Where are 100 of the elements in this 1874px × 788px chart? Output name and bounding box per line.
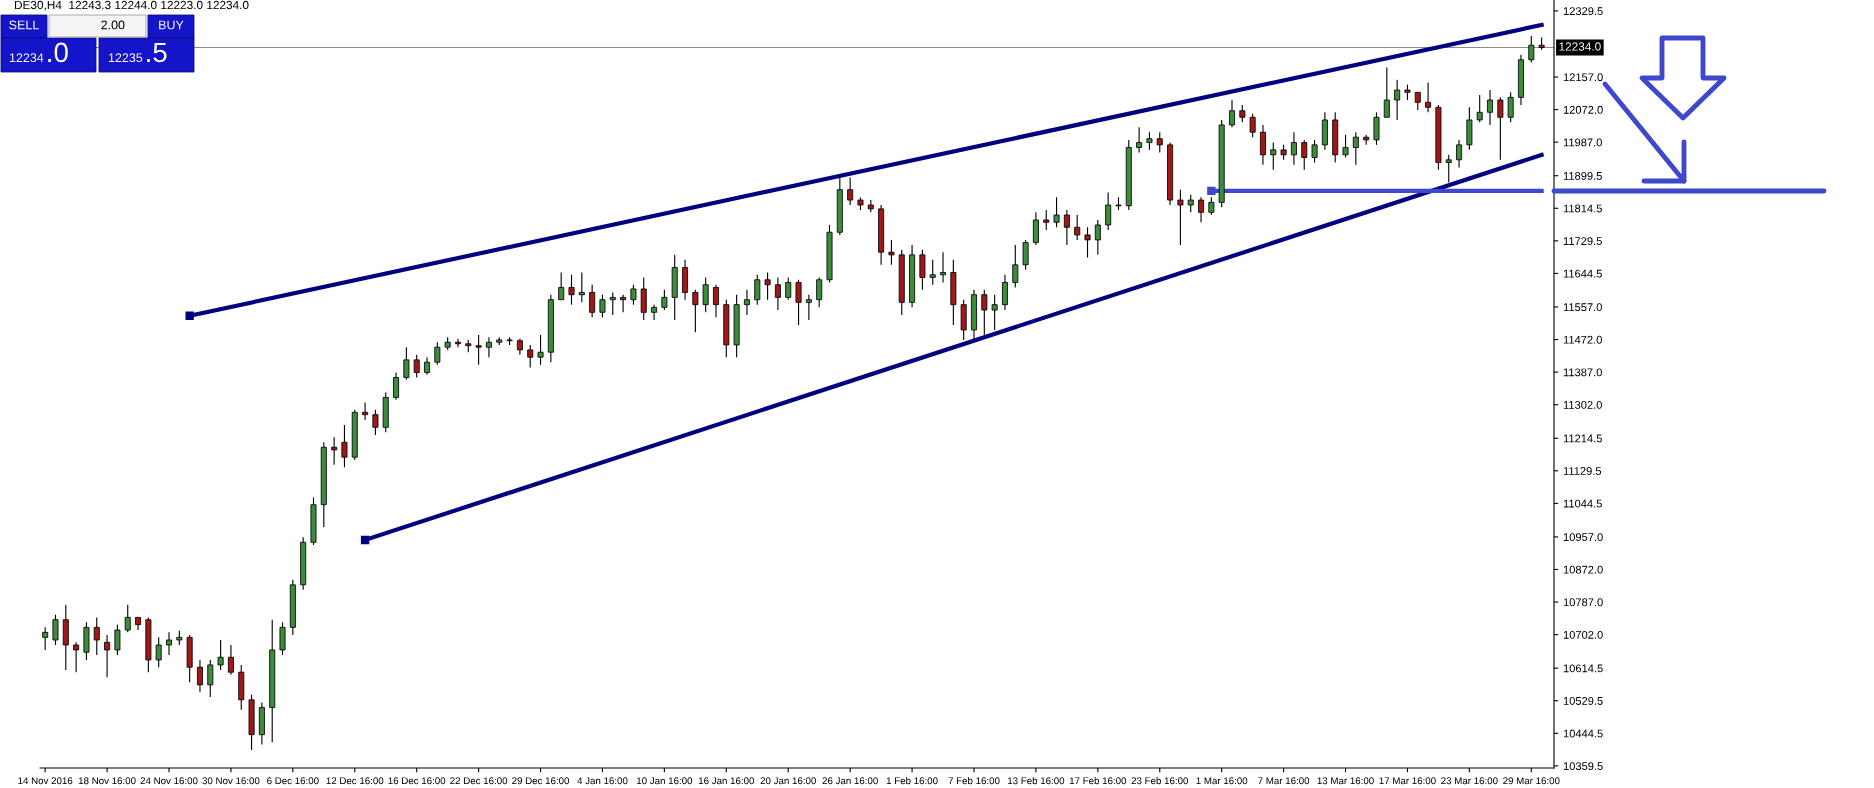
y-tick-label: 10787.0	[1563, 598, 1603, 607]
point	[360, 535, 370, 545]
y-tick-label: 11472.0	[1563, 335, 1602, 344]
candlestick	[888, 239, 895, 266]
candlestick	[1311, 139, 1318, 164]
candlestick	[919, 249, 926, 291]
candlestick	[1290, 131, 1297, 166]
y-tick-label: 10957.0	[1563, 533, 1603, 542]
x-tick-label: 1 Mar 16:00	[1196, 777, 1248, 785]
candlestick	[1445, 154, 1452, 183]
candlestick	[527, 344, 534, 369]
candlestick	[929, 259, 936, 286]
point	[1207, 186, 1216, 196]
candlestick	[795, 279, 802, 326]
candlestick	[454, 338, 461, 348]
candlestick	[1022, 239, 1029, 271]
text: SELL	[9, 20, 39, 30]
candlestick	[1074, 214, 1081, 241]
candlestick	[434, 341, 441, 366]
candlestick	[1177, 189, 1184, 246]
x-tick-label: 1 Feb 16:00	[886, 777, 938, 785]
candlestick	[1198, 196, 1205, 223]
candlestick	[537, 334, 544, 366]
y-tick-label: 11129.5	[1563, 467, 1602, 475]
y-tick-label: 12157.0	[1563, 73, 1603, 82]
candlestick	[227, 644, 234, 676]
candlestick	[93, 616, 100, 656]
y-tick-label: 11302.0	[1563, 400, 1602, 409]
candlestick	[774, 276, 781, 311]
x-tick-label: 29 Mar 16:00	[1503, 777, 1560, 785]
chart-title: DE30,H4 12243.3 12244.0 12223.0 12234.0	[14, 0, 249, 11]
y-tick-label: 11814.5	[1563, 204, 1602, 213]
y-tick-label: 11557.0	[1563, 303, 1602, 312]
candlestick	[372, 409, 379, 436]
candlestick	[620, 294, 627, 313]
candlestick	[630, 284, 637, 306]
x-tick-label: 13 Feb 16:00	[1008, 777, 1065, 785]
annotation: 2.00	[101, 20, 125, 30]
x-tick-label: 20 Jan 16:00	[760, 777, 816, 785]
candlestick	[599, 294, 606, 318]
candlestick	[1084, 226, 1091, 259]
candlestick	[940, 251, 947, 283]
candlestick	[1352, 131, 1359, 166]
x-tick-label: 13 Mar 16:00	[1317, 777, 1374, 785]
y-tick-label: 11214.5	[1563, 434, 1602, 443]
candlestick	[991, 294, 998, 331]
candlestick	[764, 271, 771, 301]
candlestick	[651, 304, 658, 321]
ref-line-label: 12234.0	[1559, 42, 1601, 51]
candlestick	[1032, 211, 1039, 246]
x-tick-label: 12 Dec 16:00	[326, 777, 384, 785]
candlestick	[196, 659, 203, 693]
x-tick-label: 23 Feb 16:00	[1131, 777, 1189, 785]
candlestick	[279, 621, 286, 656]
y-tick-label: 11899.5	[1563, 171, 1602, 180]
x-tick-label: 30 Nov 16:00	[202, 777, 260, 785]
annotation: BUY	[159, 20, 184, 30]
candlestick	[805, 294, 812, 321]
candlestick	[341, 424, 348, 468]
y-tick-label: 11987.0	[1563, 138, 1602, 147]
x-tick-label: 14 Nov 2016	[18, 777, 73, 785]
candlestick	[1136, 126, 1143, 154]
candlestick	[362, 401, 369, 421]
candlestick	[578, 271, 585, 303]
candlestick	[754, 274, 761, 306]
candlestick	[124, 604, 131, 633]
candlestick	[1456, 139, 1463, 169]
candlestick	[1383, 66, 1390, 118]
candlestick	[1394, 79, 1401, 121]
candlestick	[42, 626, 49, 651]
candlestick	[114, 624, 121, 656]
candlestick	[1487, 89, 1494, 126]
x-tick-label: 7 Feb 16:00	[948, 777, 1000, 785]
candlestick	[1063, 209, 1070, 246]
candlestick	[207, 659, 214, 698]
candlestick	[1156, 131, 1163, 154]
candlestick	[816, 276, 823, 308]
x-tick-label: 7 Mar 16:00	[1258, 777, 1310, 785]
x-tick-label: 16 Jan 16:00	[698, 777, 755, 785]
candlestick	[1105, 191, 1112, 231]
candlestick	[485, 336, 492, 358]
candlestick	[475, 334, 482, 366]
x-tick-label: 18 Nov 16:00	[78, 777, 136, 785]
candlestick	[640, 276, 647, 321]
candlestick	[1342, 134, 1349, 159]
candlestick	[609, 291, 616, 316]
y-tick-label: 11387.0	[1563, 368, 1602, 377]
y-tick-label: 10444.5	[1563, 729, 1603, 738]
point	[185, 311, 194, 320]
candlestick	[847, 176, 854, 206]
x-tick-label: 26 Jan 16:00	[822, 777, 878, 785]
candlestick	[1229, 99, 1235, 128]
candlestick	[155, 636, 162, 668]
candlestick	[1259, 124, 1266, 166]
candlestick	[661, 289, 668, 311]
candlestick	[413, 354, 420, 379]
y-tick-label: 12072.0	[1563, 105, 1603, 114]
candlestick	[104, 634, 111, 678]
x-tick-label: 23 Mar 16:00	[1441, 777, 1498, 785]
x-tick-label: 24 Nov 16:00	[140, 777, 198, 785]
